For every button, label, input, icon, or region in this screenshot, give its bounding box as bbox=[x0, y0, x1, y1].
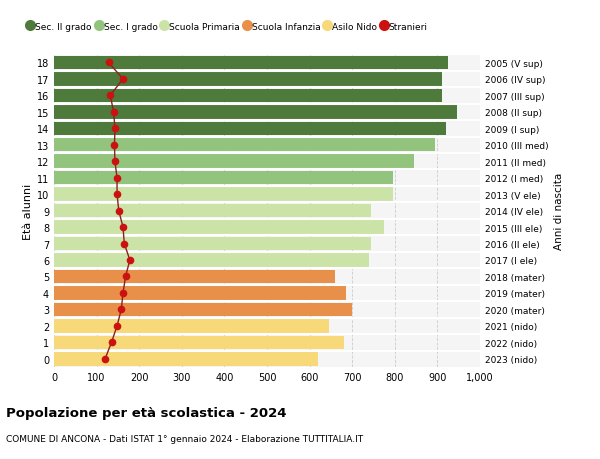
Bar bbox=[54, 237, 371, 251]
Text: Popolazione per età scolastica - 2024: Popolazione per età scolastica - 2024 bbox=[6, 406, 287, 419]
Bar bbox=[54, 319, 329, 333]
Bar bbox=[54, 286, 346, 300]
Bar bbox=[54, 139, 435, 152]
Bar bbox=[54, 204, 371, 218]
Bar bbox=[54, 303, 352, 316]
Bar bbox=[54, 270, 335, 284]
Bar bbox=[54, 56, 448, 70]
Bar bbox=[54, 90, 442, 103]
Y-axis label: Età alunni: Età alunni bbox=[23, 183, 32, 239]
Bar bbox=[54, 336, 344, 349]
Bar bbox=[54, 221, 384, 234]
Text: COMUNE DI ANCONA - Dati ISTAT 1° gennaio 2024 - Elaborazione TUTTITALIA.IT: COMUNE DI ANCONA - Dati ISTAT 1° gennaio… bbox=[6, 434, 363, 443]
Bar bbox=[54, 254, 369, 267]
Y-axis label: Anni di nascita: Anni di nascita bbox=[554, 173, 564, 250]
Bar bbox=[54, 352, 318, 366]
Bar bbox=[54, 73, 442, 86]
Bar bbox=[54, 106, 457, 119]
Bar bbox=[54, 188, 392, 202]
Bar bbox=[54, 122, 446, 136]
Bar bbox=[54, 172, 392, 185]
Bar bbox=[54, 155, 414, 168]
Legend: Sec. II grado, Sec. I grado, Scuola Primaria, Scuola Infanzia, Asilo Nido, Stran: Sec. II grado, Sec. I grado, Scuola Prim… bbox=[25, 19, 431, 35]
